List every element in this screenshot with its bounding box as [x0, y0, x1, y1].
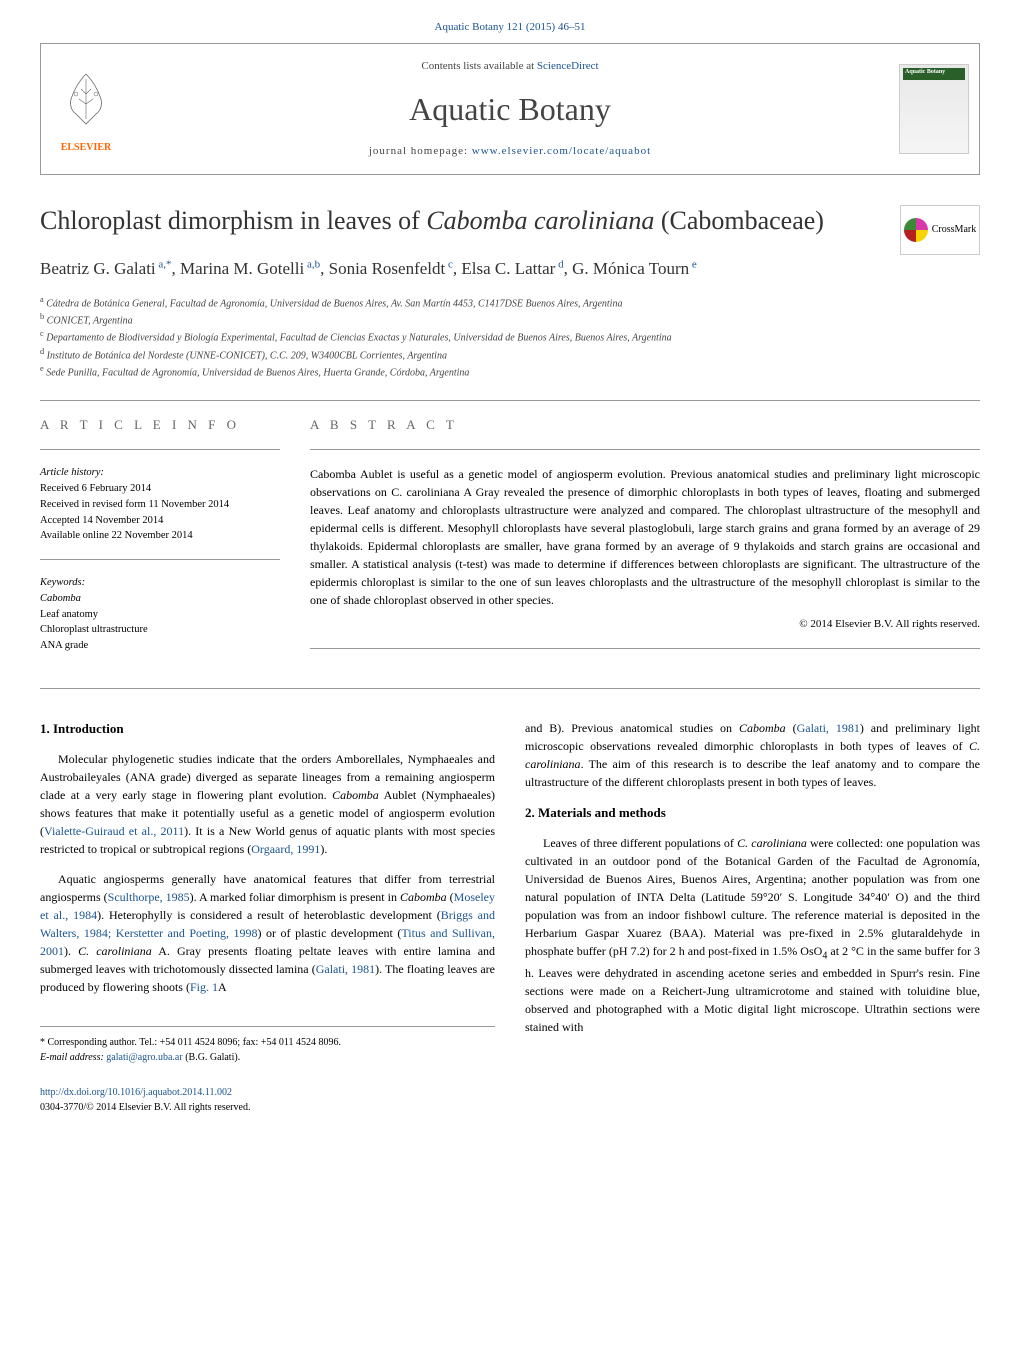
right-column: and B). Previous anatomical studies on C…	[525, 719, 980, 1116]
contents-line: Contents lists available at ScienceDirec…	[131, 59, 889, 74]
affiliations-list: a Cátedra de Botánica General, Facultad …	[40, 294, 980, 381]
keywords-block: Keywords: Cabomba Leaf anatomy Chloropla…	[40, 575, 280, 654]
citation-link[interactable]: Orgaard, 1991	[251, 842, 320, 856]
citation-link[interactable]: Vialette-Guiraud et al., 2011	[44, 824, 184, 838]
abstract-column: A B S T R A C T Cabomba Aublet is useful…	[310, 416, 980, 668]
crossmark-badge[interactable]: CrossMark	[900, 205, 980, 255]
author-affil-sup: c	[445, 259, 453, 271]
author-affil-sup: e	[689, 259, 697, 271]
body-paragraph: Molecular phylogenetic studies indicate …	[40, 750, 495, 858]
article-history: Article history: Received 6 February 201…	[40, 465, 280, 544]
abstract-heading: A B S T R A C T	[310, 416, 980, 434]
journal-name: Aquatic Botany	[131, 87, 889, 132]
author-affil-sup: a,	[156, 259, 166, 271]
body-columns: 1. Introduction Molecular phylogenetic s…	[40, 719, 980, 1116]
article-title: Chloroplast dimorphism in leaves of Cabo…	[40, 205, 824, 236]
journal-header-box: ELSEVIER Contents lists available at Sci…	[40, 43, 980, 175]
publisher-logo: ELSEVIER	[41, 54, 131, 165]
author-affil-sup: a,b	[304, 259, 320, 271]
homepage-link[interactable]: www.elsevier.com/locate/aquabot	[472, 145, 651, 157]
doi-footer: http://dx.doi.org/10.1016/j.aquabot.2014…	[40, 1085, 495, 1115]
introduction-heading: 1. Introduction	[40, 719, 495, 739]
header-center: Contents lists available at ScienceDirec…	[131, 44, 889, 174]
citation-link[interactable]: Galati, 1981	[797, 721, 860, 735]
elsevier-tree-icon	[51, 64, 121, 134]
corresponding-mark[interactable]: *	[166, 259, 172, 271]
crossmark-label: CrossMark	[932, 223, 976, 237]
citation-link[interactable]: Galati, 1981	[316, 962, 375, 976]
citation-link[interactable]: Sculthorpe, 1985	[108, 890, 190, 904]
figure-link[interactable]: Fig. 1	[190, 980, 218, 994]
body-paragraph: Aquatic angiosperms generally have anato…	[40, 870, 495, 996]
article-info-sidebar: A R T I C L E I N F O Article history: R…	[40, 416, 280, 668]
authors-list: Beatriz G. Galati a,*, Marina M. Gotelli…	[40, 256, 980, 282]
sciencedirect-link[interactable]: ScienceDirect	[537, 60, 599, 72]
doi-link[interactable]: http://dx.doi.org/10.1016/j.aquabot.2014…	[40, 1087, 232, 1098]
methods-heading: 2. Materials and methods	[525, 803, 980, 823]
citation-header: Aquatic Botany 121 (2015) 46–51	[40, 20, 980, 35]
body-paragraph: and B). Previous anatomical studies on C…	[525, 719, 980, 791]
abstract-copyright: © 2014 Elsevier B.V. All rights reserved…	[310, 617, 980, 632]
publisher-name: ELSEVIER	[51, 141, 121, 155]
divider	[40, 688, 980, 689]
corresponding-author-note: * Corresponding author. Tel.: +54 011 45…	[40, 1026, 495, 1065]
citation-link[interactable]: Aquatic Botany 121 (2015) 46–51	[435, 21, 586, 33]
journal-homepage: journal homepage: www.elsevier.com/locat…	[131, 144, 889, 159]
author-affil-sup: d	[555, 259, 563, 271]
divider	[40, 400, 980, 401]
crossmark-icon	[904, 218, 928, 242]
journal-cover-thumbnail: Aquatic Botany	[899, 64, 969, 154]
body-paragraph: Leaves of three different populations of…	[525, 834, 980, 1035]
article-info-heading: A R T I C L E I N F O	[40, 416, 280, 434]
email-link[interactable]: galati@agro.uba.ar	[106, 1052, 182, 1063]
left-column: 1. Introduction Molecular phylogenetic s…	[40, 719, 495, 1116]
abstract-text: Cabomba Aublet is useful as a genetic mo…	[310, 465, 980, 609]
